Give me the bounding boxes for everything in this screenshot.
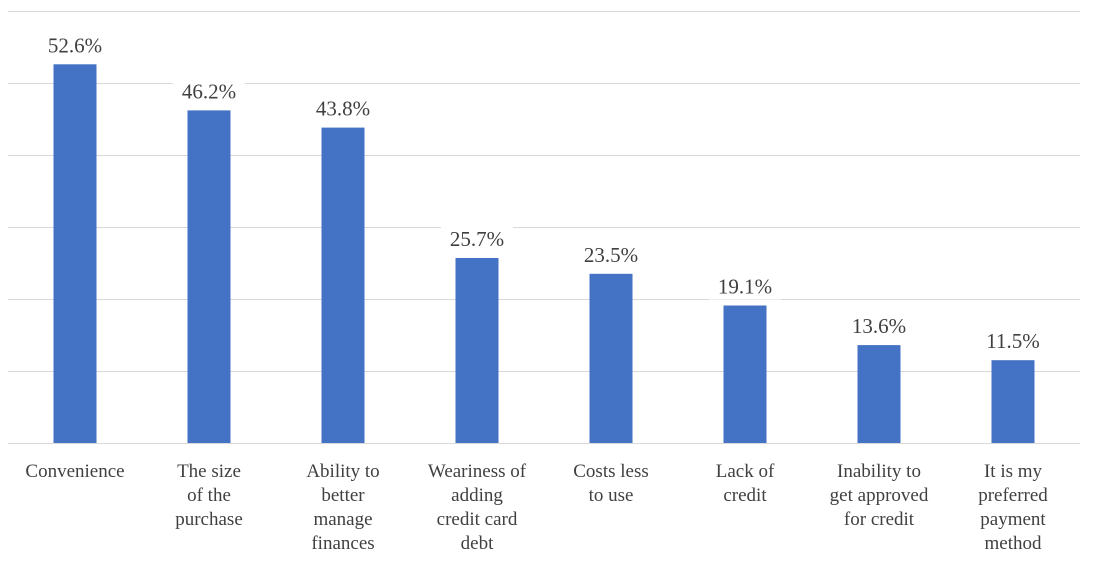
bar[interactable] (589, 273, 633, 443)
category-label-line: Inability to (837, 461, 921, 482)
category-label: Lack of credit (716, 461, 775, 506)
bar[interactable] (857, 345, 901, 443)
category-label-line: Weariness of (428, 461, 527, 482)
category-label-line: of the (187, 485, 231, 506)
data-label-background (441, 224, 513, 252)
data-label-background (307, 93, 379, 122)
category-label: Convenience (25, 461, 124, 482)
category-label-line: debt (461, 533, 494, 554)
category-label: Ability to better manage finances (306, 461, 379, 554)
category-label: Inability to get approved for credit (830, 461, 929, 530)
data-label-background (843, 311, 915, 340)
category-label-line: adding (451, 485, 503, 506)
category-label-line: Costs less (573, 461, 649, 482)
data-label: 23.5% (584, 243, 638, 267)
category-label-line: manage (313, 509, 372, 530)
category-labels: Convenience The size of the purchase Ability… (25, 461, 1048, 554)
category-label: Weariness of adding credit card debt (428, 461, 527, 554)
data-label: 25.7% (450, 227, 504, 251)
category-label: The size of the purchase (175, 461, 243, 530)
category-label-line: credit card (437, 509, 518, 530)
data-label: 13.6% (852, 314, 906, 338)
data-labels: 52.6% 46.2% 43.8% 25.7% 23.5% 19.1% 13.6% 11.5% (39, 30, 1049, 355)
category-label-line: finances (311, 533, 374, 554)
category-label-line: for credit (844, 509, 915, 530)
data-label-background (977, 326, 1049, 355)
category-label-line: better (321, 485, 365, 506)
category-label-line: preferred (978, 485, 1048, 506)
category-label-line: get approved (830, 485, 929, 506)
bar[interactable] (187, 110, 231, 444)
category-label-line: The size (177, 461, 241, 482)
category-label-line: to use (589, 485, 634, 506)
category-label: Costs less to use (573, 461, 649, 506)
data-label: 43.8% (316, 97, 370, 121)
category-label-line: It is my (984, 461, 1043, 482)
data-label-background (709, 271, 781, 300)
data-label-background (39, 30, 111, 59)
category-label-line: Convenience (25, 461, 124, 482)
bar[interactable] (723, 305, 767, 444)
bar[interactable] (321, 127, 365, 443)
bar[interactable] (53, 64, 97, 444)
data-label: 46.2% (182, 79, 236, 103)
gridlines (8, 11, 1080, 444)
category-label: It is my preferred payment method (978, 461, 1048, 554)
bar[interactable] (991, 360, 1035, 443)
data-label-background (575, 239, 647, 268)
data-label: 19.1% (718, 275, 772, 299)
category-label-line: method (985, 533, 1042, 554)
category-label-line: payment (980, 509, 1046, 530)
bar[interactable] (455, 258, 499, 443)
category-label-line: purchase (175, 509, 243, 530)
data-label: 52.6% (48, 33, 102, 57)
bars (53, 64, 1035, 444)
category-label-line: Lack of (716, 461, 775, 482)
category-label-line: Ability to (306, 461, 379, 482)
category-label-line: credit (723, 485, 767, 506)
data-label-background (173, 76, 245, 105)
data-label: 11.5% (986, 329, 1039, 353)
